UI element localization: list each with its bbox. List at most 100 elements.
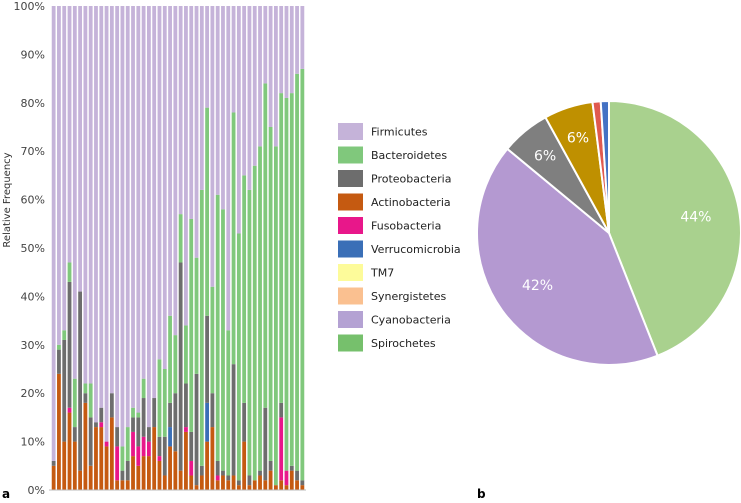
bar-segment-proteobacteria: [168, 402, 172, 428]
stacked-bar-chart: Relative Frequency 0% 10% 20% 30% 40% 50% 60% 7…: [2, 0, 306, 501]
legend-label: Cyanobacteria: [371, 314, 451, 327]
bar-segment-firmicutes: [157, 6, 162, 360]
bar-segment-firmicutes: [83, 6, 88, 384]
bar-segment-actinobacteria: [173, 451, 178, 490]
legend-swatch-actinobacteria: [338, 193, 363, 211]
legend-swatch-spirochetes: [338, 334, 363, 352]
bar-segment-actinobacteria: [279, 480, 284, 490]
bar-segment-proteobacteria: [300, 480, 305, 486]
pie-slice-bacteroidetes: [608, 99, 741, 358]
legend-label: Firmicutes: [371, 126, 428, 139]
legend-label: Verrucomicrobia: [371, 243, 461, 256]
bar-segment-proteobacteria: [62, 339, 67, 442]
bar-segment-bacteroidetes: [131, 407, 135, 418]
bar-segment-actinobacteria: [194, 485, 199, 490]
bar-segment-firmicutes: [173, 6, 178, 336]
bar-segment-proteobacteria: [67, 281, 72, 408]
bar-segment-bacteroidetes: [72, 378, 77, 428]
bar-segment-proteobacteria: [215, 460, 220, 476]
y-tick-label: 30%: [21, 339, 45, 352]
legend-label: TM7: [370, 267, 394, 280]
bar-segment-bacteroidetes: [57, 344, 61, 350]
bar-segment-proteobacteria: [99, 407, 104, 423]
bar-segment-firmicutes: [284, 6, 289, 98]
bar-segment-firmicutes: [242, 6, 247, 176]
bar-segment-actinobacteria: [273, 485, 278, 490]
bar-segment-actinobacteria: [83, 402, 88, 490]
bar-segment-verrucomicrobia: [205, 402, 210, 442]
bar-segment-bacteroidetes: [88, 383, 93, 418]
bar-segment-bacteroidetes: [173, 335, 178, 394]
bar-segment-actinobacteria: [168, 446, 172, 490]
bar-segment-proteobacteria: [125, 460, 130, 481]
legend-label: Proteobacteria: [371, 173, 451, 186]
bar-segment-bacteroidetes: [184, 325, 188, 384]
legend-label: Synergistetes: [371, 290, 446, 303]
legend-label: Fusobacteria: [371, 220, 441, 233]
bar-segment-actinobacteria: [104, 446, 109, 490]
bar-segment-actinobacteria: [67, 412, 72, 490]
bar-segment-bacteroidetes: [252, 165, 257, 481]
bar-segment-proteobacteria: [146, 427, 151, 442]
bar-segment-actinobacteria: [300, 485, 305, 490]
bar-segment-firmicutes: [210, 6, 215, 287]
y-tick-label: 80%: [21, 97, 45, 110]
bar-segment-actinobacteria: [247, 485, 252, 490]
bar-segment-proteobacteria: [189, 431, 194, 461]
bar-segment-firmicutes: [162, 6, 167, 369]
bar-segment-firmicutes: [194, 6, 199, 258]
legend-swatch-fusobacteria: [338, 217, 363, 234]
bar-segment-proteobacteria: [194, 373, 199, 486]
bar-segment-firmicutes: [104, 6, 109, 442]
bar-segment-proteobacteria: [247, 475, 252, 486]
bar-segment-actinobacteria: [189, 475, 194, 490]
bar-segment-actinobacteria: [268, 470, 273, 490]
bar-segment-proteobacteria: [231, 364, 236, 476]
bar-segment-bacteroidetes: [247, 189, 252, 476]
bar-segment-actinobacteria: [62, 441, 67, 490]
panel-label-b: b: [477, 487, 486, 501]
bar-segment-firmicutes: [189, 6, 194, 219]
legend-swatch-tm7: [338, 264, 363, 281]
bar-segment-fusobacteria: [215, 475, 220, 481]
bar-segment-actinobacteria: [210, 427, 215, 490]
bar-segment-proteobacteria: [268, 460, 273, 471]
y-tick-label: 10%: [21, 436, 45, 449]
bar-segment-actinobacteria: [131, 456, 135, 490]
bar-segment-bacteroidetes: [189, 218, 194, 432]
pie-label: 6%: [567, 131, 589, 147]
bar-segment-actinobacteria: [215, 480, 220, 490]
bar-segment-firmicutes: [51, 6, 56, 461]
bar-segment-actinobacteria: [184, 431, 188, 490]
bar-segment-actinobacteria: [289, 470, 294, 490]
y-tick-label: 70%: [21, 145, 45, 158]
pie-label: 42%: [522, 278, 553, 294]
bar-segment-firmicutes: [136, 6, 141, 413]
bar-segment-bacteroidetes: [194, 257, 199, 374]
bar-segment-proteobacteria: [94, 422, 98, 428]
bar-segment-actinobacteria: [99, 427, 104, 490]
bar-segment-actinobacteria: [57, 373, 61, 490]
y-tick-label: 100%: [14, 0, 45, 13]
bar-segment-firmicutes: [88, 6, 93, 384]
bar-segment-firmicutes: [273, 6, 278, 147]
bar-segment-firmicutes: [295, 6, 299, 74]
bar-segment-actinobacteria: [115, 480, 120, 490]
bar-segment-bacteroidetes: [168, 315, 172, 403]
bar-segment-proteobacteria: [221, 470, 225, 476]
bar-segment-proteobacteria: [173, 393, 178, 452]
y-tick-label: 90%: [21, 48, 45, 61]
bar-segment-fusobacteria: [67, 407, 72, 413]
bar-segment-proteobacteria: [295, 470, 299, 481]
bar-segment-firmicutes: [125, 6, 130, 428]
bar-segment-proteobacteria: [279, 402, 284, 418]
bar-segment-fusobacteria: [136, 446, 141, 466]
legend-swatch-verrucomicrobia: [338, 240, 363, 258]
legend-swatch-bacteroidetes: [338, 146, 363, 164]
bar-segment-proteobacteria: [162, 436, 167, 476]
bar-segment-firmicutes: [184, 6, 188, 326]
bar-segment-firmicutes: [99, 6, 104, 408]
bar-segment-actinobacteria: [88, 465, 93, 490]
bar-segment-firmicutes: [78, 6, 83, 292]
bar-segment-bacteroidetes: [300, 68, 305, 481]
